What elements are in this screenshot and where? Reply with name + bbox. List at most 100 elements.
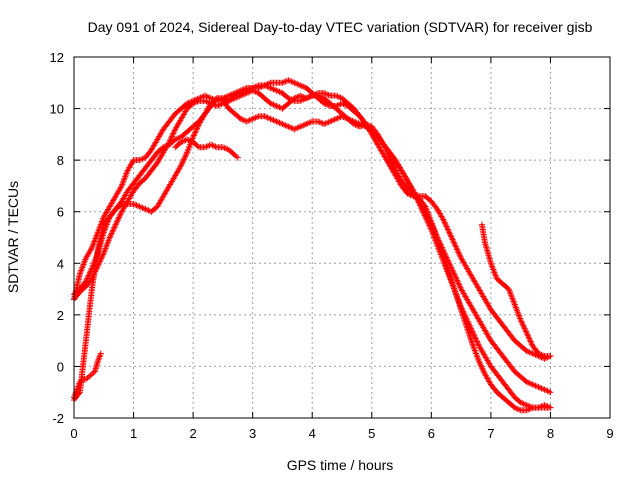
data-point [257, 84, 264, 91]
data-point [331, 116, 338, 123]
data-point [465, 319, 472, 326]
data-point [269, 116, 276, 123]
data-point [264, 114, 271, 121]
data-point [202, 97, 209, 104]
data-point [477, 361, 484, 368]
data-point [178, 162, 185, 169]
data-point [444, 226, 451, 233]
data-point [448, 233, 455, 240]
data-point [172, 136, 179, 143]
data-point [538, 403, 545, 410]
data-point [183, 150, 190, 157]
data-point [315, 118, 322, 125]
data-point [427, 220, 434, 227]
data-point [234, 93, 241, 100]
data-point [143, 206, 150, 213]
data-point [318, 119, 325, 126]
data-point [303, 95, 310, 102]
x-tick-label: 1 [130, 426, 137, 441]
data-point [87, 372, 94, 379]
data-point [388, 158, 395, 165]
data-point [280, 121, 287, 128]
data-point [464, 317, 471, 324]
data-point [289, 79, 296, 86]
data-points [71, 77, 554, 414]
data-point [86, 269, 93, 276]
data-point [288, 78, 295, 85]
data-point [261, 113, 268, 120]
x-tick-label: 4 [309, 426, 316, 441]
data-point [114, 218, 121, 225]
data-point [454, 246, 461, 253]
series-late-arc [478, 221, 554, 360]
data-point [85, 272, 92, 279]
data-point [304, 120, 311, 127]
data-point [428, 223, 435, 230]
data-point [511, 404, 518, 411]
data-point [228, 96, 235, 103]
data-point [541, 386, 548, 393]
data-point [473, 338, 480, 345]
data-point [473, 337, 480, 344]
data-point [444, 225, 451, 232]
data-point [263, 81, 270, 88]
data-point [435, 237, 442, 244]
data-point [138, 204, 144, 211]
data-point [291, 95, 298, 102]
data-point [382, 144, 389, 151]
data-point [272, 102, 278, 109]
data-point [215, 102, 222, 109]
y-tick-label: 8 [57, 153, 64, 168]
data-point [446, 261, 453, 268]
data-point [194, 98, 201, 105]
data-point [254, 113, 261, 120]
x-tick-label: 2 [189, 426, 196, 441]
data-point [547, 404, 554, 411]
data-point [391, 164, 398, 171]
data-point [479, 365, 486, 372]
data-point [267, 100, 274, 107]
data-point [178, 160, 185, 167]
data-point [452, 274, 459, 281]
data-point [270, 86, 277, 93]
data-point [470, 331, 477, 338]
data-point [221, 144, 228, 151]
data-point [300, 93, 307, 100]
data-point [537, 351, 544, 358]
data-point [239, 92, 246, 99]
data-point [193, 126, 200, 133]
data-point [334, 93, 341, 100]
data-point [280, 79, 287, 86]
data-point [439, 245, 446, 252]
data-point [240, 117, 247, 124]
data-point [285, 123, 292, 130]
x-tick-label: 7 [487, 426, 494, 441]
data-point [446, 229, 453, 236]
data-point [454, 247, 461, 254]
data-point [136, 157, 143, 164]
data-point [380, 141, 387, 148]
data-point [249, 115, 256, 122]
data-point [219, 144, 226, 151]
data-point [205, 142, 211, 149]
data-point [447, 232, 454, 239]
data-point [350, 121, 357, 128]
data-point [468, 325, 475, 332]
data-point [529, 350, 536, 357]
data-point [524, 331, 531, 338]
data-point [294, 124, 301, 131]
data-point [325, 119, 332, 126]
data-point [333, 115, 340, 122]
data-point [84, 275, 91, 282]
data-point [170, 129, 177, 136]
data-point [117, 202, 124, 209]
data-point [84, 375, 91, 382]
data-point [161, 143, 168, 150]
data-point [306, 119, 313, 126]
data-point [273, 118, 280, 125]
data-point [330, 117, 337, 124]
data-point [325, 92, 332, 99]
data-point [459, 306, 466, 313]
data-point [452, 242, 459, 249]
